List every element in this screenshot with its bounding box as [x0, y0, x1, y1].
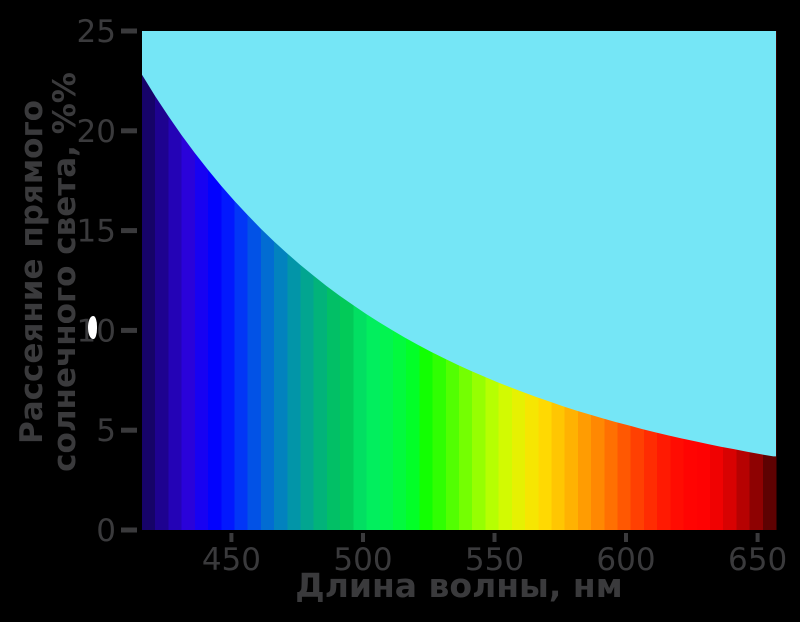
- spectrum-band: [168, 31, 183, 530]
- spectrum-band: [142, 31, 156, 530]
- spectrum-band: [181, 31, 196, 530]
- x-tick-mark: [492, 533, 497, 542]
- sky-area: [142, 31, 776, 457]
- y-tick-mark: [121, 427, 137, 433]
- x-tick-mark: [755, 533, 760, 542]
- x-tick-mark: [229, 533, 234, 542]
- y-tick-mark: [121, 128, 137, 134]
- y-tick-label: 15: [77, 214, 116, 250]
- y-tick-mark: [121, 28, 137, 34]
- x-tick-label: 650: [728, 542, 787, 578]
- white-smudge-artifact: [88, 316, 97, 339]
- y-tick-label: 5: [96, 413, 116, 449]
- y-axis-title-line2: солнечного света, %%: [47, 72, 83, 472]
- x-axis-title: Длина волны, нм: [295, 566, 623, 605]
- x-tick-label: 500: [333, 542, 392, 578]
- x-tick-label: 550: [465, 542, 524, 578]
- x-tick-label: 600: [596, 542, 655, 578]
- y-tick-label: 0: [96, 513, 116, 549]
- x-tick-label: 450: [202, 542, 261, 578]
- y-tick-label: 25: [77, 14, 116, 50]
- y-tick-mark: [121, 228, 137, 234]
- x-tick-mark: [624, 533, 628, 542]
- y-axis-title-line1: Рассеяние прямого: [14, 100, 50, 444]
- y-tick-label: 20: [77, 114, 116, 150]
- x-tick-mark: [361, 533, 365, 542]
- spectrum-band: [155, 31, 170, 530]
- y-axis-title: Рассеяние прямого солнечного света, %%: [14, 72, 83, 472]
- y-tick-mark: [121, 327, 137, 333]
- y-tick-mark: [121, 527, 137, 533]
